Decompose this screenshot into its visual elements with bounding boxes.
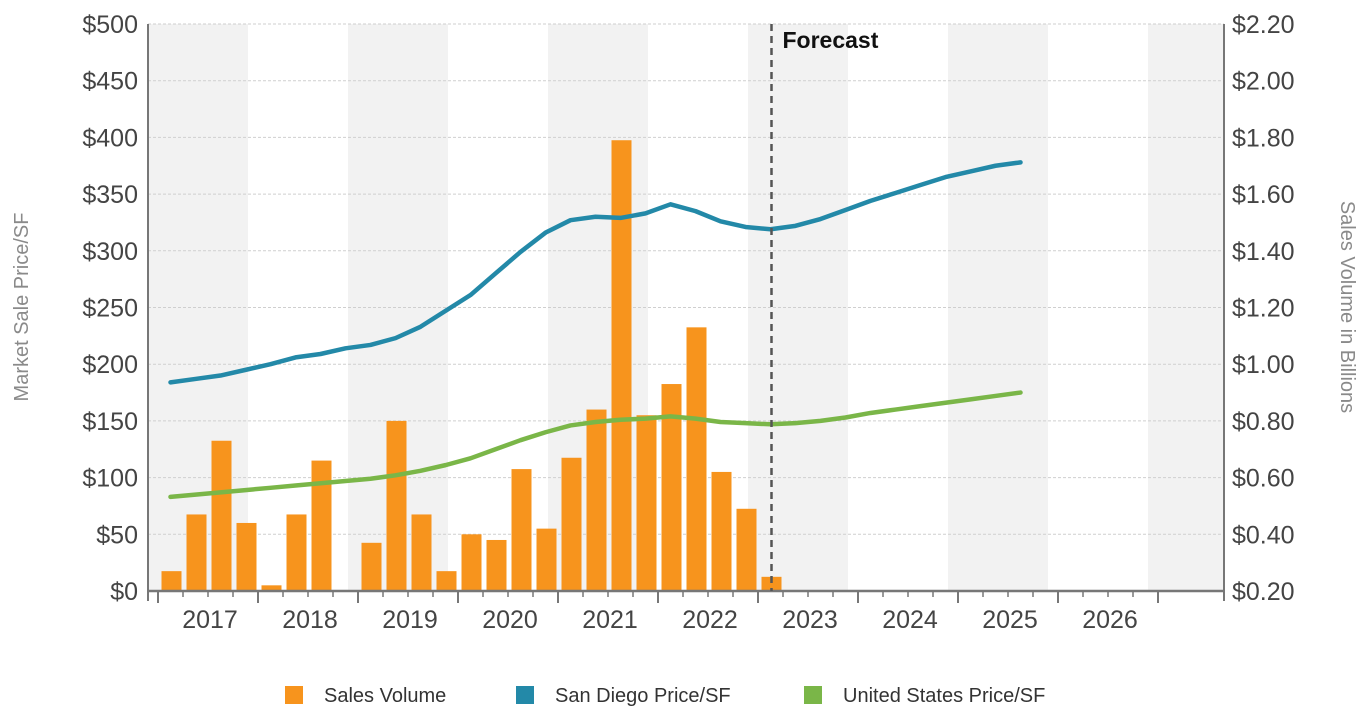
sales-volume-bar: [411, 514, 432, 591]
sales-volume-bar: [586, 409, 607, 591]
left-tick-label: $250: [82, 295, 138, 323]
year-label: 2023: [782, 606, 838, 634]
sales-volume-bar: [711, 471, 732, 591]
right-tick-label: $2.00: [1232, 68, 1295, 96]
year-label: 2020: [482, 606, 538, 634]
sales-volume-bar: [386, 420, 407, 591]
x-axis-year-labels: 2017 2018 2019 2020 2021 2022 2023 2024 2025 2026: [182, 606, 1138, 634]
sales-volume-bar: [761, 576, 782, 591]
sales-volume-bar: [311, 460, 332, 591]
left-tick-label: $300: [82, 238, 138, 266]
sales-volume-bar: [636, 415, 657, 591]
right-tick-label: $0.40: [1232, 521, 1295, 549]
year-label: 2026: [1082, 606, 1138, 634]
legend: Sales Volume San Diego Price/SF United S…: [285, 685, 1045, 707]
sales-volume-bar: [261, 585, 282, 591]
right-axis-ticks: $0.20 $0.40 $0.60 $0.80 $1.00 $1.20 $1.40 $1.60…: [1232, 11, 1295, 606]
left-tick-label: $500: [82, 11, 138, 39]
sales-volume-bar: [236, 522, 257, 591]
left-tick-label: $400: [82, 124, 138, 152]
left-tick-label: $200: [82, 351, 138, 379]
right-tick-label: $0.60: [1232, 465, 1295, 493]
left-axis-title: Market Sale Price/SF: [11, 213, 33, 402]
price-lines: [168, 160, 1023, 500]
right-tick-label: $0.80: [1232, 408, 1295, 436]
year-label: 2017: [182, 606, 238, 634]
sales-volume-bar: [186, 514, 207, 591]
sales-volume-bar: [661, 384, 682, 591]
sales-volume-bar: [511, 469, 532, 591]
sales-volume-bars: [161, 140, 782, 592]
year-label: 2021: [582, 606, 638, 634]
right-tick-label: $1.40: [1232, 238, 1295, 266]
sales-volume-bar: [611, 140, 632, 592]
left-tick-label: $0: [110, 578, 138, 606]
legend-label-san-diego: San Diego Price/SF: [555, 685, 731, 707]
legend-label-sales-volume: Sales Volume: [324, 685, 446, 707]
forecast-label: Forecast: [783, 27, 879, 53]
year-label: 2019: [382, 606, 438, 634]
left-tick-label: $350: [82, 181, 138, 209]
right-tick-label: $1.20: [1232, 295, 1295, 323]
sales-volume-bar: [461, 534, 482, 591]
sales-volume-bar: [536, 528, 557, 591]
left-axis-ticks: $0 $50 $100 $150 $200 $250 $300 $350 $400 $450 $50…: [82, 11, 138, 606]
year-label: 2024: [882, 606, 938, 634]
sales-volume-bar: [486, 539, 507, 591]
sales-volume-bar: [561, 457, 582, 591]
right-axis-title: Sales Volume in Billions: [1336, 201, 1358, 413]
right-tick-label: $0.20: [1232, 578, 1295, 606]
sales-volume-bar: [211, 440, 232, 591]
legend-swatch-sales-volume: [285, 686, 303, 704]
left-tick-label: $450: [82, 68, 138, 96]
right-tick-label: $1.00: [1232, 351, 1295, 379]
sales-volume-bar: [736, 508, 757, 591]
san-diego-price-line: [168, 160, 1023, 385]
sales-volume-bar: [161, 571, 182, 591]
year-label: 2022: [682, 606, 738, 634]
axes: [147, 24, 1225, 603]
right-tick-label: $2.20: [1232, 11, 1295, 39]
left-tick-label: $100: [82, 465, 138, 493]
right-tick-label: $1.80: [1232, 124, 1295, 152]
legend-swatch-san-diego: [516, 686, 534, 704]
legend-swatch-united-states: [804, 686, 822, 704]
left-tick-label: $50: [96, 521, 138, 549]
sales-volume-bar: [286, 514, 307, 591]
sales-volume-bar: [361, 542, 382, 591]
right-tick-label: $1.60: [1232, 181, 1295, 209]
sales-volume-bar: [686, 327, 707, 591]
united-states-price-line: [168, 390, 1023, 500]
year-label: 2018: [282, 606, 338, 634]
left-tick-label: $150: [82, 408, 138, 436]
sales-volume-bar: [436, 571, 457, 591]
legend-label-united-states: United States Price/SF: [843, 685, 1045, 707]
year-label: 2025: [982, 606, 1038, 634]
